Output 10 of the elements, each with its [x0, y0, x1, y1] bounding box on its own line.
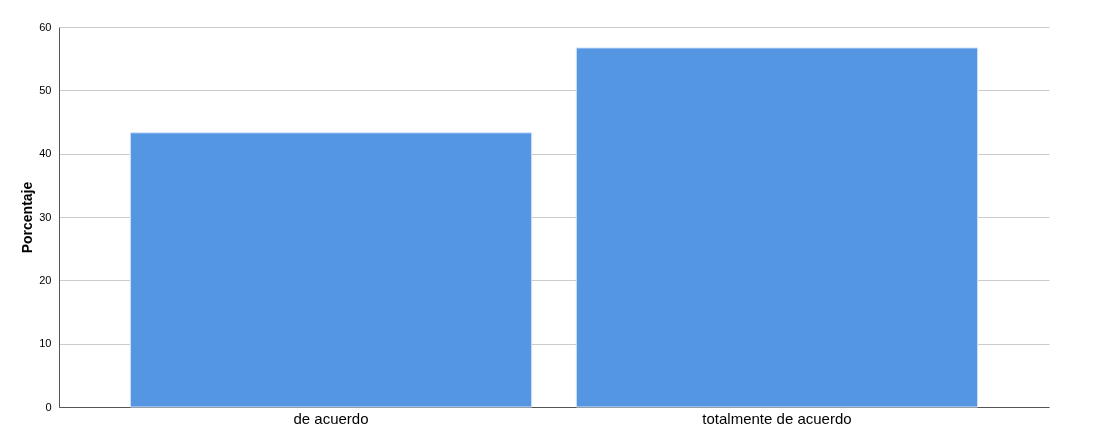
x-tick-label: de acuerdo [293, 409, 369, 427]
y-tick-label: 60 [39, 20, 52, 33]
y-tick-label: 0 [45, 400, 52, 413]
y-tick-label: 50 [39, 83, 52, 96]
y-axis-title: Porcentaje [19, 181, 36, 254]
y-tick-label: 40 [39, 147, 52, 160]
x-tick-label: totalmente de acuerdo [702, 409, 852, 427]
y-tick-label: 10 [39, 337, 52, 350]
y-tick-label: 30 [39, 210, 52, 223]
y-tick-label: 20 [39, 273, 52, 286]
